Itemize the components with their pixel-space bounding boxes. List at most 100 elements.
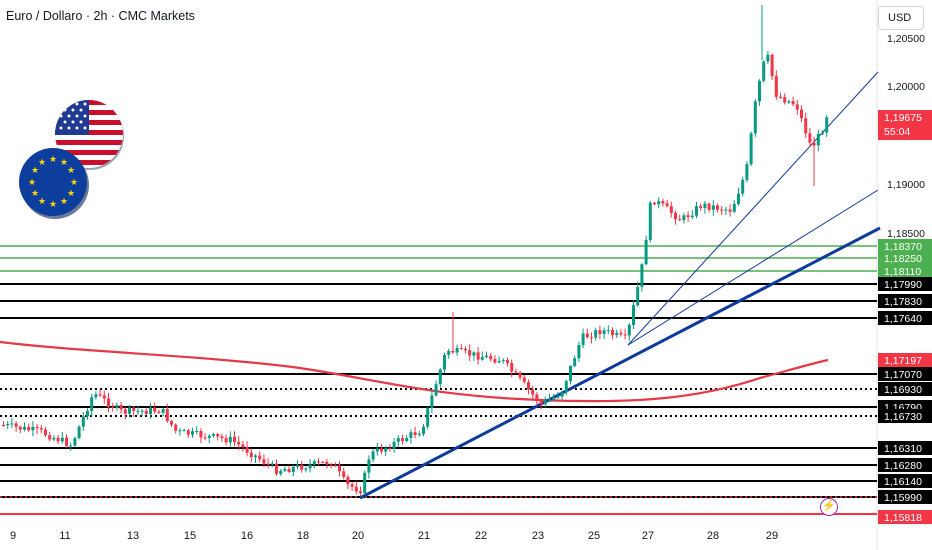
candle-body (783, 97, 787, 103)
candle-body (149, 407, 152, 414)
candle-body (506, 359, 509, 364)
candle-body (346, 476, 350, 485)
last-price-countdown: 55:04 (884, 126, 910, 138)
candle-body (753, 101, 757, 134)
black-level-tag-bg (878, 490, 932, 504)
candle-body (653, 202, 656, 205)
candle-body (459, 347, 463, 349)
black-level-tag: 1,17990 (884, 279, 922, 291)
candle-body (111, 406, 115, 409)
currency-button[interactable]: USD (878, 6, 924, 30)
candle-body (73, 438, 77, 446)
candle-body (317, 461, 320, 463)
candle-body (254, 455, 257, 458)
candle-body (543, 400, 547, 405)
candle-body (707, 203, 711, 210)
candle-body (422, 426, 425, 434)
candle-body (128, 407, 131, 414)
candle-body (417, 433, 421, 436)
candle-body (724, 209, 728, 211)
candle-body (182, 430, 186, 432)
sma-value-tag: 1,17197 (884, 355, 922, 367)
candle-body (636, 286, 640, 306)
green-level-tag: 1,18110 (884, 266, 921, 278)
candle-body (548, 399, 551, 401)
candle-body (216, 434, 220, 437)
candle-body (581, 333, 585, 345)
candle-body (539, 401, 543, 405)
candle-body (384, 447, 388, 452)
alert-bolt-icon[interactable]: ⚡ (820, 498, 838, 516)
candle-body (44, 429, 47, 436)
candle-body (741, 179, 745, 194)
svg-text:★: ★ (49, 200, 57, 210)
candle-body (321, 461, 325, 463)
black-level-tag: 1,16280 (884, 460, 922, 472)
green-level-tag: 1,18370 (884, 241, 922, 253)
candle-body (560, 392, 564, 397)
candle-body (312, 461, 316, 465)
candle-body (774, 76, 778, 97)
candle-body (195, 431, 199, 433)
black-level-tag: 1,16310 (884, 443, 922, 455)
candle-body (283, 469, 287, 471)
candle-body (728, 209, 732, 212)
candle-body (199, 431, 203, 438)
candle-body (602, 330, 606, 334)
candle-body (434, 384, 438, 396)
candle-body (165, 409, 169, 422)
candle-body (123, 409, 127, 414)
candle-body (86, 410, 89, 417)
candle-body (644, 239, 648, 265)
svg-text:★: ★ (60, 197, 68, 207)
candle-body (606, 330, 610, 332)
candle-body (329, 464, 333, 466)
time-axis-label: 16 (241, 530, 253, 542)
time-axis-label: 11 (59, 530, 70, 542)
candle-body (338, 465, 341, 472)
black-level-tag-bg (878, 294, 932, 308)
candle-body (766, 54, 770, 62)
candle-body (119, 405, 123, 410)
candle-body (732, 204, 736, 212)
sma-value-tag-bg (878, 353, 932, 367)
candle-body (388, 447, 392, 449)
candle-body (531, 389, 535, 395)
candle-body (640, 264, 644, 287)
candle-body (279, 470, 283, 474)
eu-flag-icon: ★ ★★ ★★★ ★★★ ★★★ (19, 148, 89, 219)
candle-body (497, 361, 501, 363)
candle-body (611, 330, 614, 336)
candle-body (501, 359, 505, 362)
candle-body (249, 452, 253, 458)
last-price-value: 1,19675 (884, 112, 922, 124)
candle-body (27, 426, 31, 431)
candle-body (136, 410, 140, 412)
time-axis-label: 23 (532, 530, 544, 542)
candle-body (207, 435, 211, 438)
candle-body (711, 205, 715, 210)
time-axis-label: 15 (184, 530, 196, 542)
last-price-tag-bg (878, 110, 932, 140)
candle-body (48, 435, 52, 440)
candle-body (60, 437, 64, 442)
candle-body (300, 464, 304, 470)
candle-body (451, 350, 455, 353)
us-flag-icon (55, 100, 124, 170)
candle-body (170, 421, 173, 425)
candle-body (270, 463, 274, 465)
svg-text:★: ★ (67, 189, 75, 199)
candle-body (699, 206, 703, 208)
candle-body (178, 430, 182, 432)
candle-body (77, 426, 81, 439)
candle-body (409, 432, 413, 438)
candle-body (468, 350, 472, 356)
candle-body (682, 215, 686, 221)
candle-body (787, 101, 791, 103)
candle-body (800, 109, 803, 119)
candle-body (779, 96, 782, 98)
black-level-tag: 1,17640 (884, 313, 922, 325)
candle-body (35, 426, 39, 429)
